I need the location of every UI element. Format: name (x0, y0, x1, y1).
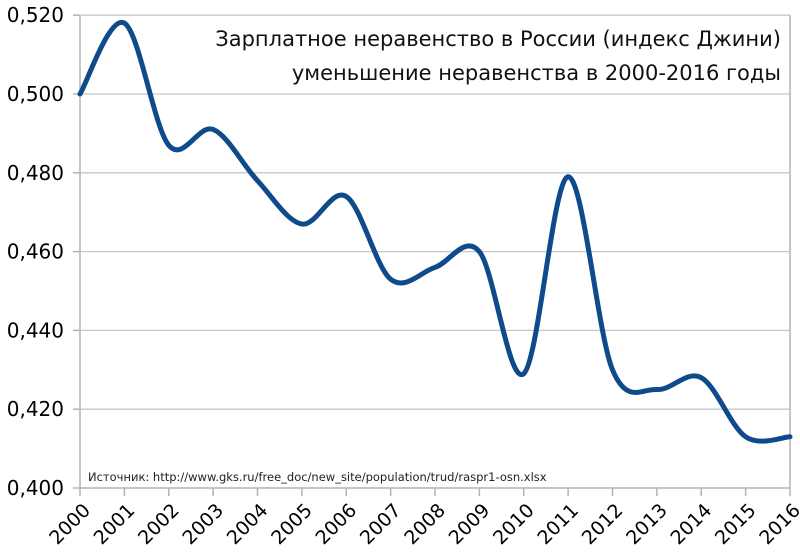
y-tick-label: 0,460 (7, 240, 64, 264)
x-tick-label: 2015 (711, 499, 761, 549)
x-tick-label: 2000 (45, 499, 95, 549)
y-tick-label: 0,440 (7, 318, 64, 342)
x-tick-label: 2006 (311, 499, 361, 549)
x-tick-label: 2011 (533, 499, 583, 549)
gini-series-line (77, 20, 793, 444)
x-tick-label: 2007 (356, 499, 406, 549)
x-tick-label: 2003 (178, 499, 228, 549)
chart-title: Зарплатное неравенство в России (индекс … (215, 27, 781, 51)
y-tick-label: 0,480 (7, 161, 64, 185)
x-axis (79, 15, 791, 496)
x-tick-label: 2009 (445, 499, 495, 549)
y-tick-label: 0,520 (7, 3, 64, 27)
x-axis-tick-labels: 2000200120022003200420052006200720082009… (45, 499, 800, 549)
grid-lines (73, 14, 790, 489)
x-tick-label: 2004 (223, 499, 273, 549)
x-tick-label: 2012 (578, 499, 628, 549)
x-tick-label: 2016 (755, 499, 800, 549)
x-tick-label: 2013 (622, 499, 672, 549)
x-tick-label: 2002 (134, 499, 184, 549)
y-tick-label: 0,420 (7, 397, 64, 421)
x-tick-label: 2010 (489, 499, 539, 549)
x-tick-label: 2014 (666, 499, 716, 549)
x-tick-label: 2001 (90, 499, 140, 549)
x-tick-label: 2005 (267, 499, 317, 549)
y-tick-label: 0,500 (7, 82, 64, 106)
x-tick-label: 2008 (400, 499, 450, 549)
y-tick-label: 0,400 (7, 476, 64, 500)
source-note: Источник: http://www.gks.ru/free_doc/new… (88, 470, 547, 484)
chart-subtitle: уменьшение неравенства в 2000-2016 годы (292, 61, 781, 85)
y-axis-tick-labels: 0,520 0,500 0,480 0,460 0,440 0,420 0,400 (7, 3, 64, 500)
